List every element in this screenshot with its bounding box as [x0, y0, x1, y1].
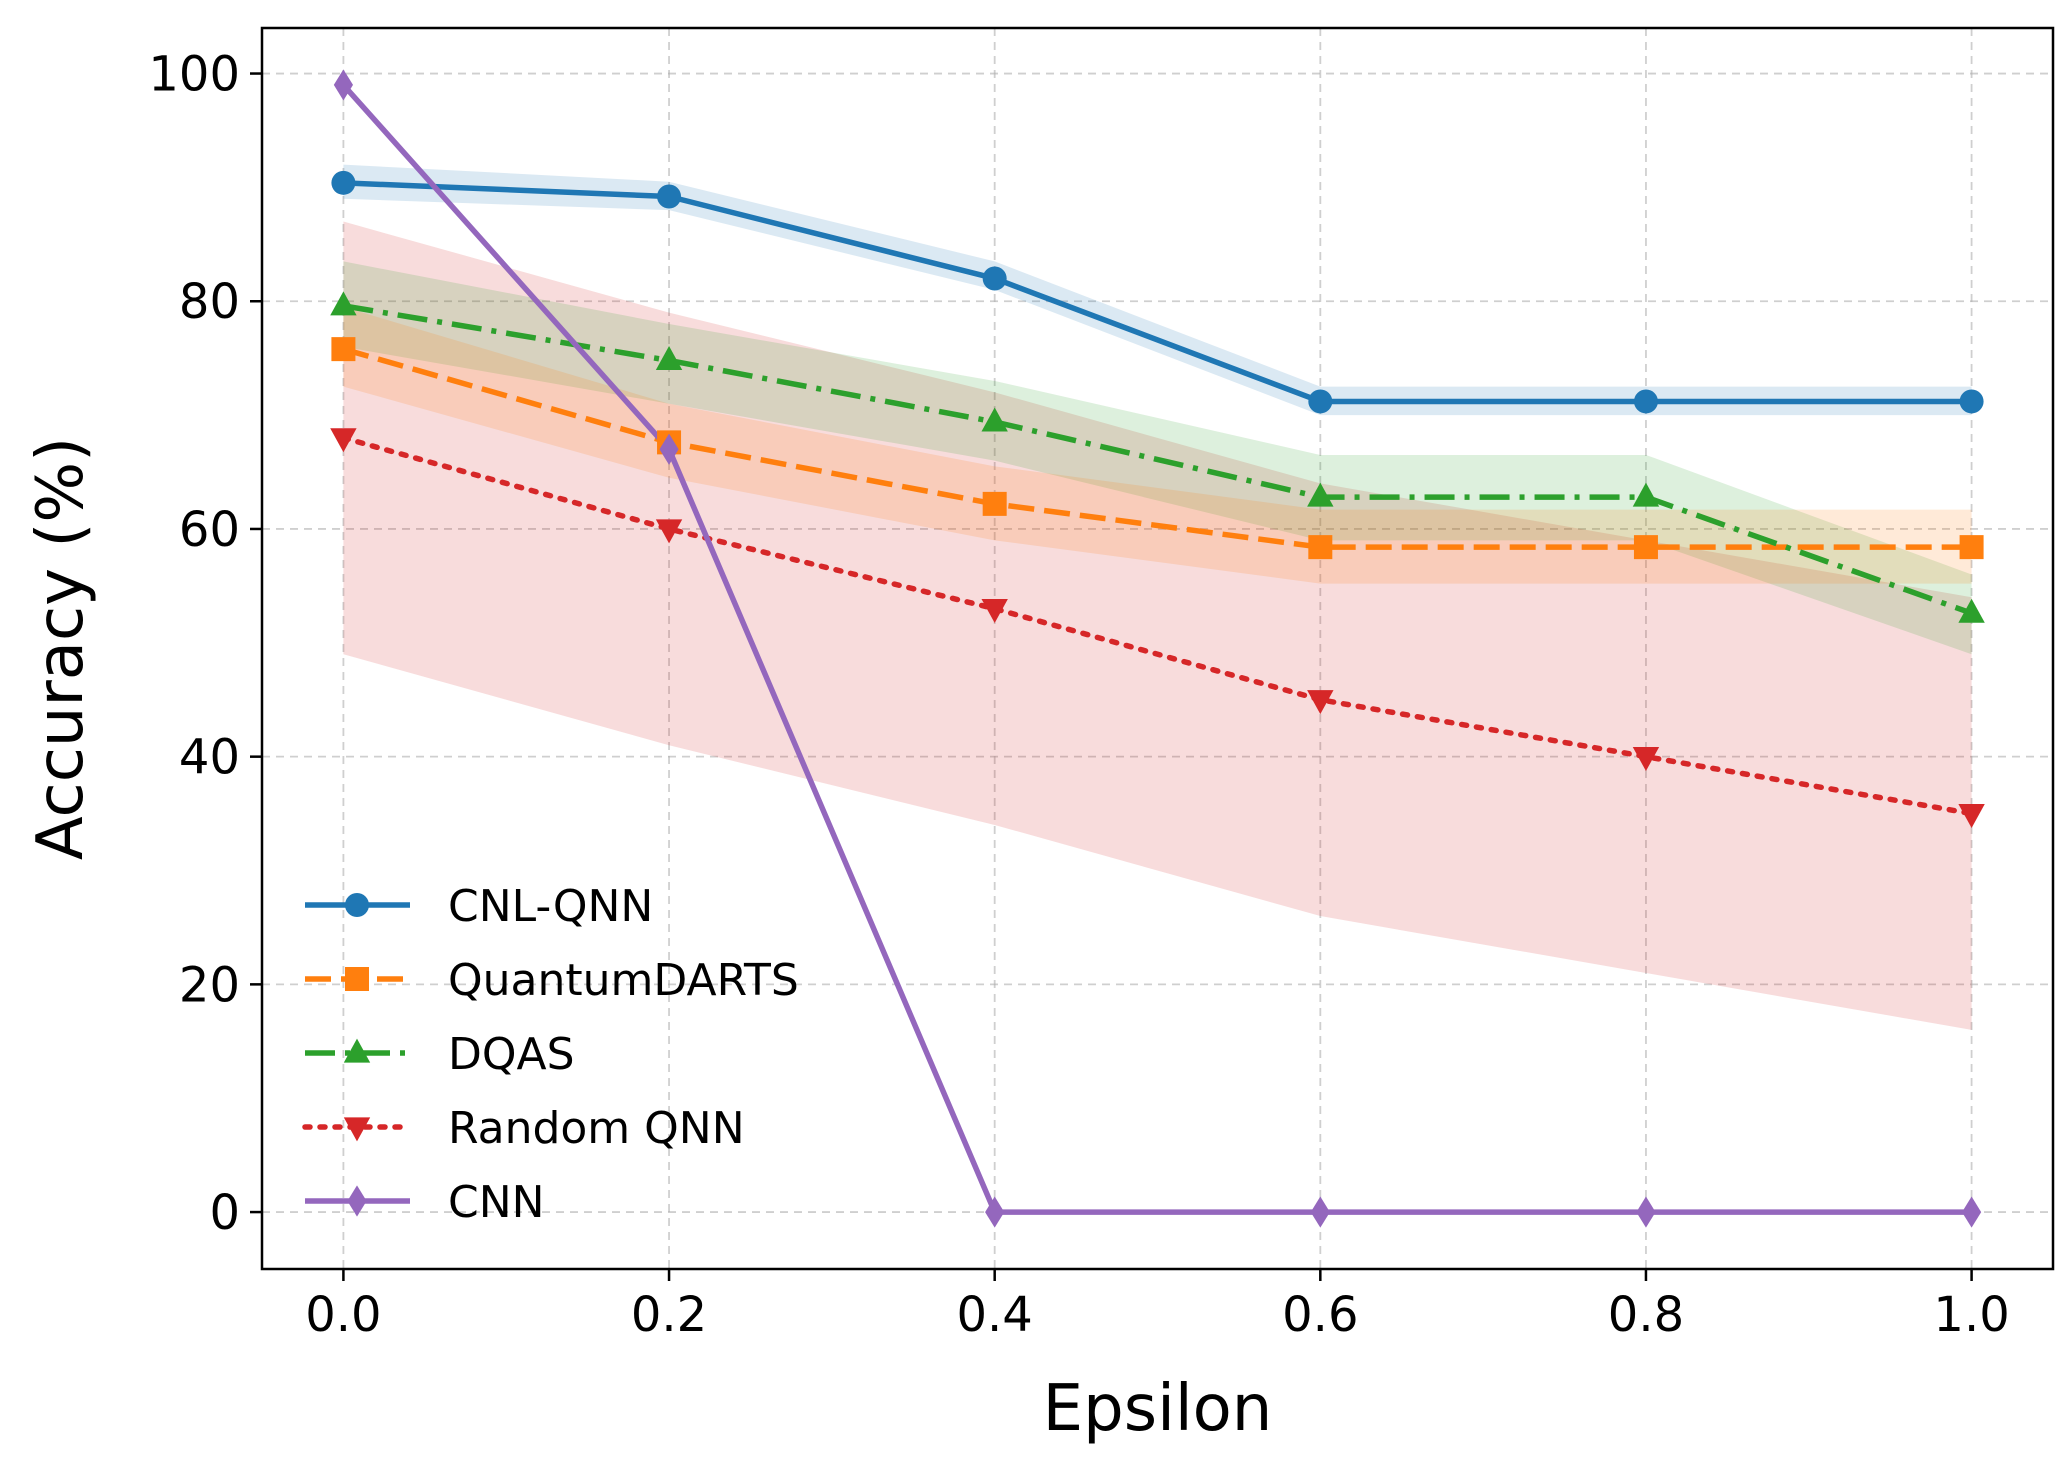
point-quantumdarts: [1633, 535, 1658, 560]
point-cnl-qnn: [1633, 389, 1658, 414]
point-quantumdarts: [982, 491, 1007, 516]
point-dqas: [655, 346, 683, 371]
point-random-qnn: [1307, 690, 1334, 715]
y-tick-label: 20: [179, 957, 240, 1013]
series-lines: [340, 83, 1975, 1215]
legend-marker-dqas: [343, 1038, 371, 1063]
legend-marker-cnn: [347, 1185, 367, 1217]
y-tick-label: 100: [148, 47, 240, 103]
y-tick-label: 60: [179, 502, 240, 558]
series-markers: [330, 69, 1985, 1228]
legend-marker-cnl-qnn: [345, 893, 369, 917]
point-random-qnn: [981, 599, 1008, 624]
point-cnn: [333, 69, 354, 101]
point-cnl-qnn: [982, 266, 1007, 291]
point-cnl-qnn: [657, 184, 682, 209]
point-cnl-qnn: [331, 170, 356, 195]
point-random-qnn: [655, 519, 683, 544]
line-cnn: [341, 83, 1972, 1215]
band-cnl-qnn: [343, 164, 1972, 416]
point-cnn: [985, 1196, 1005, 1228]
y-tick-label: 0: [209, 1185, 240, 1241]
legend-label-random-qnn: Random QNN: [448, 1103, 745, 1154]
plot-frame: [260, 26, 2055, 1271]
point-dqas: [1307, 482, 1334, 507]
point-dqas: [1958, 598, 1985, 623]
x-tick-label: 0.0: [305, 1287, 381, 1343]
x-tick-label: 0.8: [1608, 1287, 1684, 1343]
point-random-qnn: [330, 428, 357, 453]
point-cnn: [1310, 1196, 1330, 1228]
line-dqas: [342, 303, 1973, 616]
x-tick-label: 0.6: [1282, 1287, 1358, 1343]
line-cnl-qnn: [343, 180, 1972, 405]
point-cnn: [1636, 1196, 1656, 1228]
point-dqas: [1632, 482, 1660, 507]
y-axis-label: Accuracy (%): [24, 437, 98, 860]
line-quantumdarts: [342, 346, 1972, 550]
y-tick-label: 80: [179, 274, 240, 330]
x-axis-label: Epsilon: [1043, 1372, 1273, 1446]
point-quantumdarts: [1308, 535, 1333, 560]
band-random-qnn: [343, 221, 1972, 1030]
point-cnn: [1961, 1196, 1982, 1228]
point-quantumdarts: [1959, 535, 1984, 560]
point-dqas: [330, 291, 357, 316]
legend: CNL-QNN QuantumDARTS DQAS Random QNN CNN: [302, 881, 799, 1228]
point-random-qnn: [1958, 803, 1985, 828]
x-tick-label: 1.0: [1933, 1287, 2009, 1343]
legend-label-cnl-qnn: CNL-QNN: [448, 881, 653, 932]
legend-label-cnn: CNN: [448, 1177, 545, 1228]
legend-label-quantumdarts: QuantumDARTS: [448, 955, 799, 1006]
line-random-qnn: [340, 435, 1975, 817]
band-quantumdarts: [343, 306, 1972, 584]
x-tick-label: 0.2: [631, 1287, 707, 1343]
legend-marker-random-qnn: [343, 1117, 371, 1142]
point-cnl-qnn: [1308, 389, 1333, 414]
y-tick-label: 40: [179, 730, 240, 786]
point-quantumdarts: [331, 337, 356, 362]
legend-label-dqas: DQAS: [448, 1029, 575, 1080]
point-cnl-qnn: [1959, 389, 1984, 414]
point-cnn: [659, 433, 679, 465]
x-tick-label: 0.4: [957, 1287, 1033, 1343]
legend-marker-quantumdarts: [345, 967, 369, 991]
point-random-qnn: [1632, 747, 1660, 772]
grid: [262, 28, 2053, 1269]
axis-ticks: 0.0 0.2 0.4 0.6 0.8 1.0 0 20 40 60 80 100: [148, 47, 2009, 1343]
point-dqas: [981, 407, 1008, 432]
